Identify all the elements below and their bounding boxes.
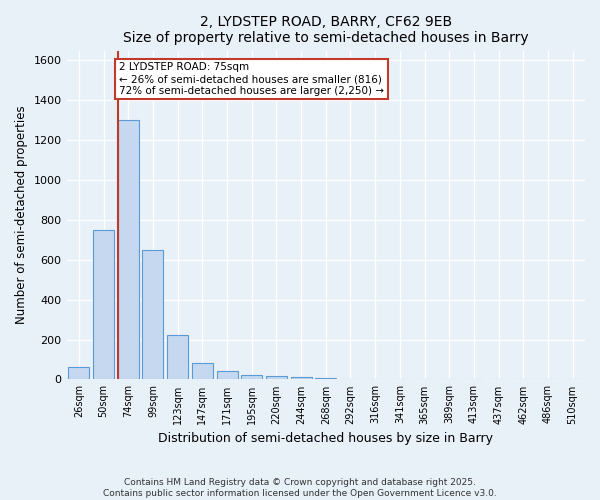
Bar — [68, 368, 89, 380]
Bar — [192, 364, 213, 380]
Bar — [142, 250, 163, 380]
Bar — [93, 230, 114, 380]
Bar — [241, 376, 262, 380]
Bar — [290, 378, 311, 380]
Bar — [118, 120, 139, 380]
Bar — [167, 334, 188, 380]
Text: Contains HM Land Registry data © Crown copyright and database right 2025.
Contai: Contains HM Land Registry data © Crown c… — [103, 478, 497, 498]
Bar — [315, 378, 336, 380]
Bar — [217, 372, 238, 380]
Text: 2 LYDSTEP ROAD: 75sqm
← 26% of semi-detached houses are smaller (816)
72% of sem: 2 LYDSTEP ROAD: 75sqm ← 26% of semi-deta… — [119, 62, 384, 96]
Bar — [266, 376, 287, 380]
Y-axis label: Number of semi-detached properties: Number of semi-detached properties — [15, 106, 28, 324]
Title: 2, LYDSTEP ROAD, BARRY, CF62 9EB
Size of property relative to semi-detached hous: 2, LYDSTEP ROAD, BARRY, CF62 9EB Size of… — [123, 15, 529, 45]
X-axis label: Distribution of semi-detached houses by size in Barry: Distribution of semi-detached houses by … — [158, 432, 493, 445]
